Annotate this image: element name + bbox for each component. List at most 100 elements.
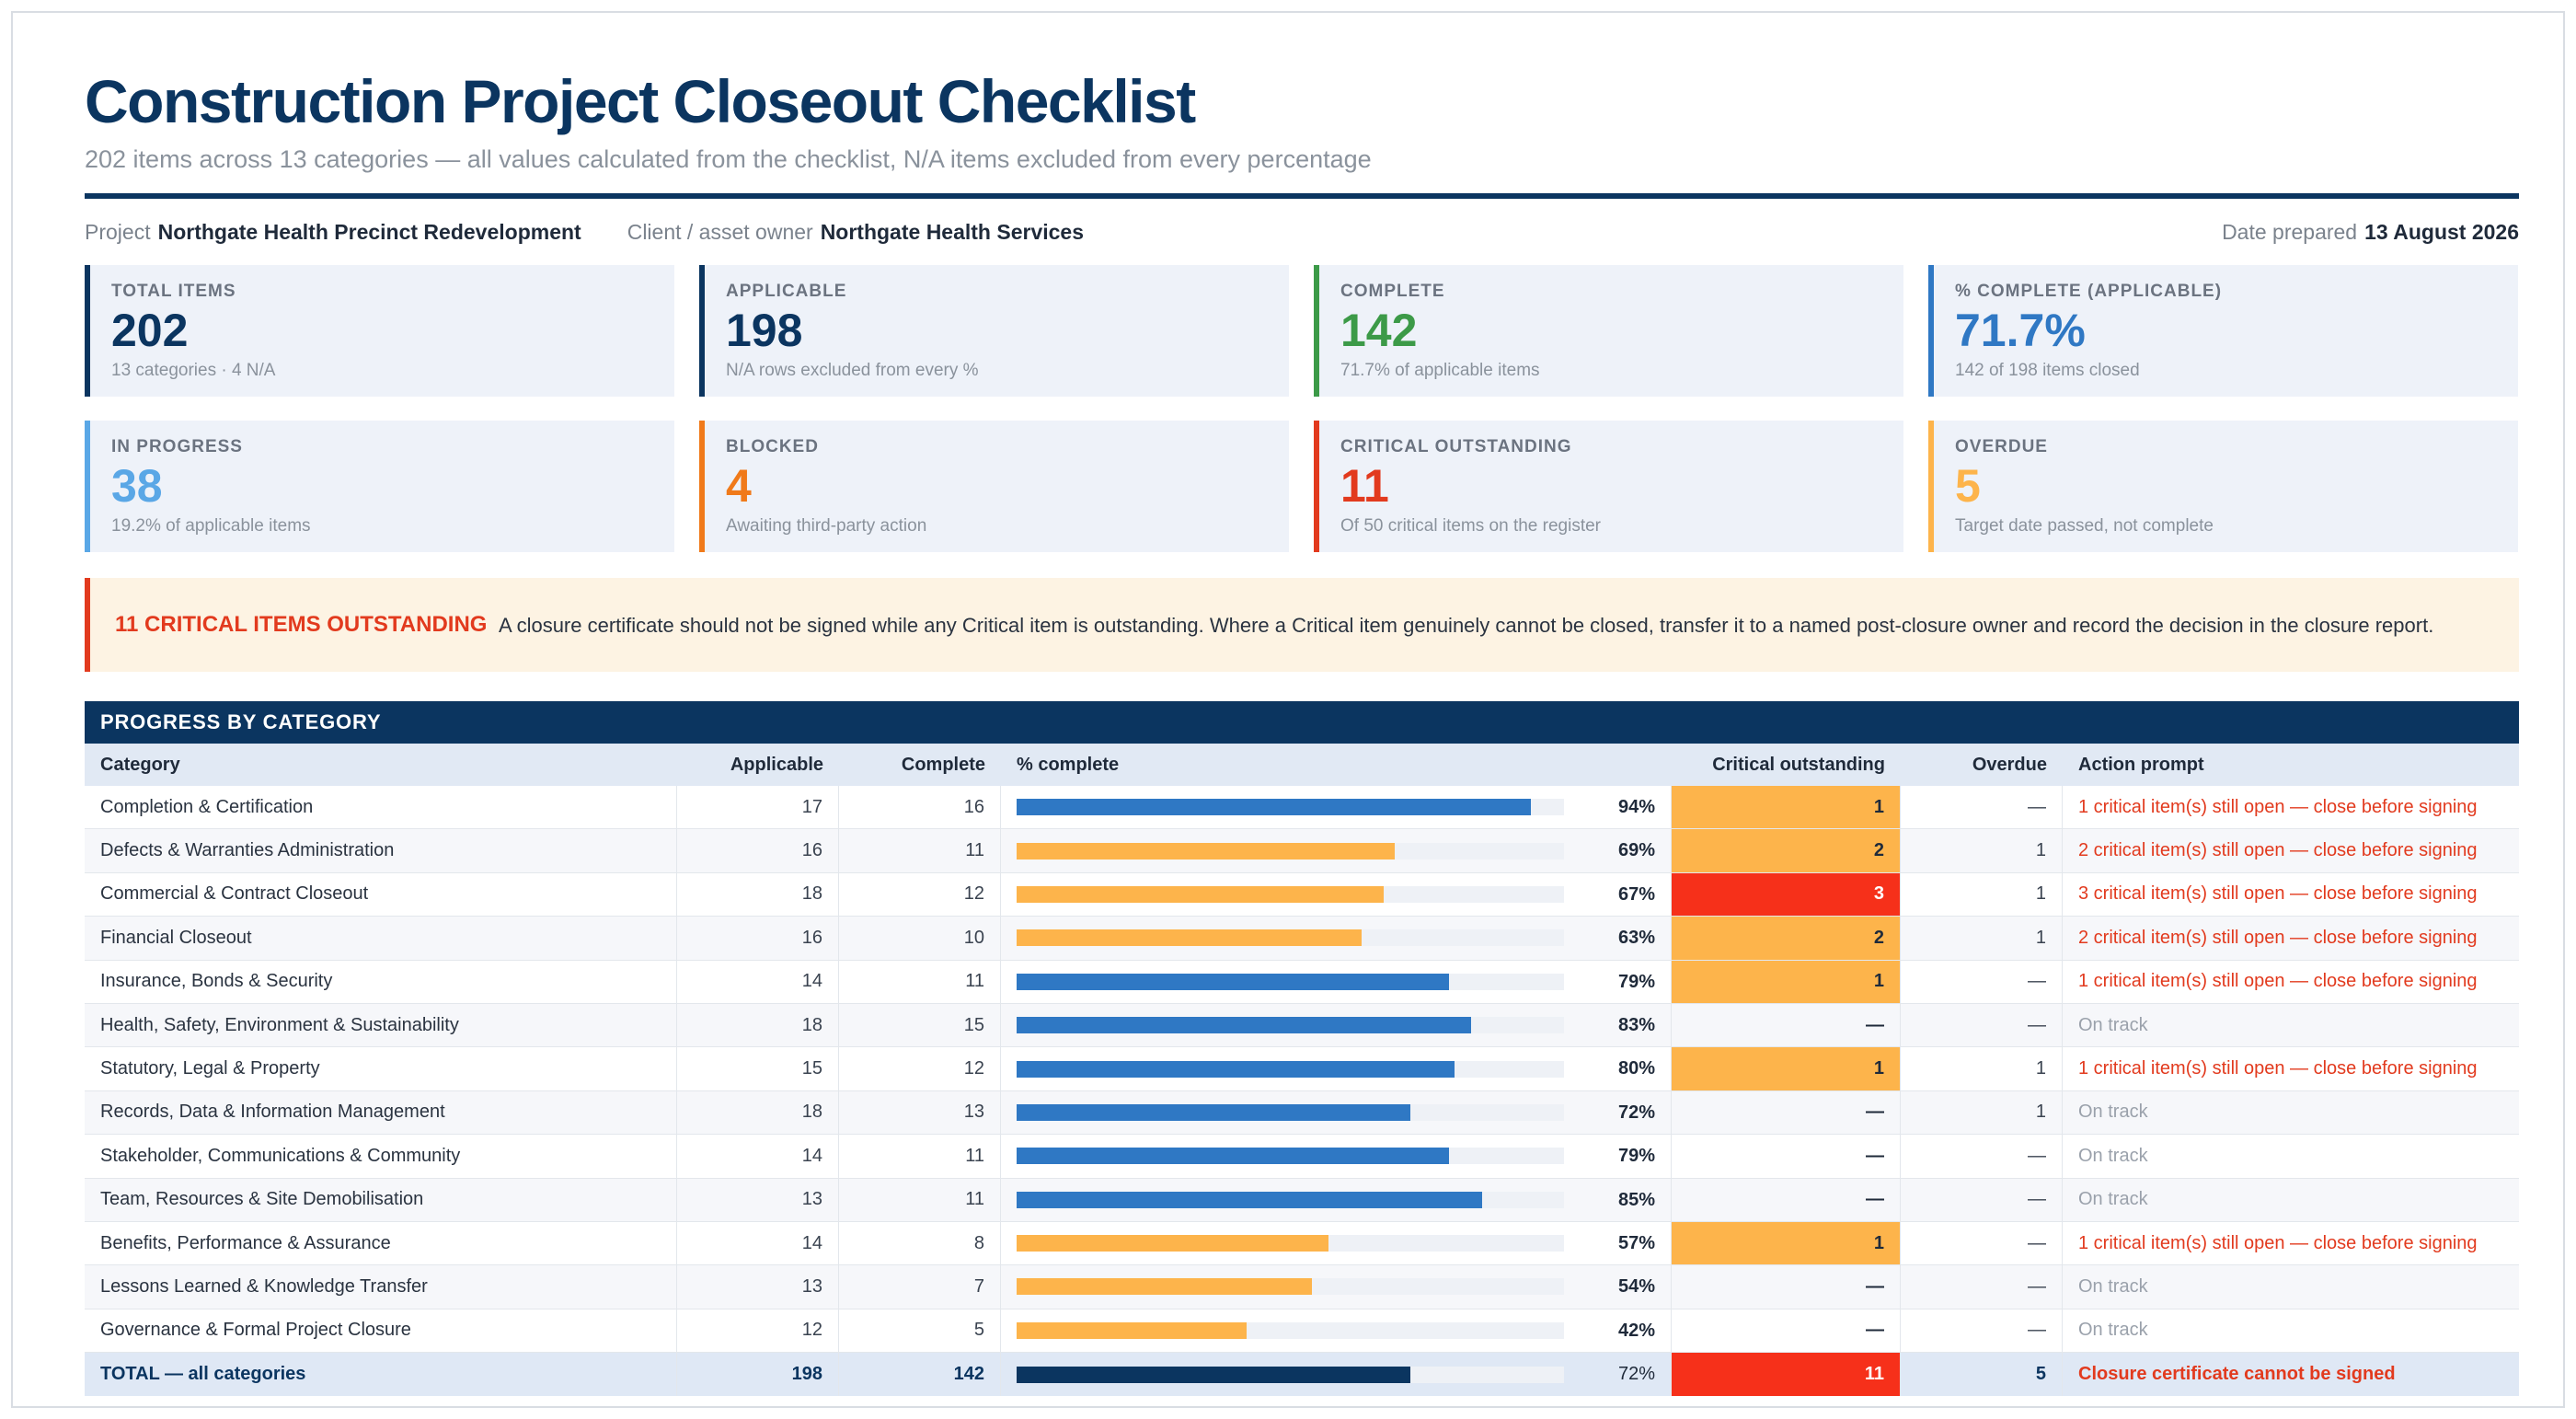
progress-bar-track [1017,1103,1564,1121]
cell-critical-outstanding: 3 [1672,872,1901,917]
percent-label: 69% [1617,840,1655,861]
cell-percent-complete: 63% [1001,917,1672,960]
cell-applicable: 13 [677,1178,839,1221]
cell-applicable: 14 [677,960,839,1003]
cell-percent-complete: 54% [1001,1265,1672,1309]
cell-critical-outstanding: — [1672,1178,1901,1221]
cell-category: Commercial & Contract Closeout [85,872,677,917]
col-overdue[interactable]: Overdue [1972,755,2047,775]
page-frame: Construction Project Closeout Checklist … [11,11,2565,1408]
kpi-card: CRITICAL OUTSTANDING 11 Of 50 critical ite… [1314,421,1903,552]
percent-label: 79% [1617,971,1655,992]
kpi-value: 38 [111,460,163,512]
cell-percent-complete: 80% [1001,1047,1672,1090]
cell-complete: 5 [839,1309,1001,1353]
cell-critical-outstanding: 1 [1672,1221,1901,1265]
cell-applicable: 16 [677,829,839,872]
date-label: Date prepared [2222,219,2358,244]
progress-bar-fill [1017,842,1395,859]
percent-label: 63% [1617,928,1655,949]
table-row[interactable]: Stakeholder, Communications & Community 1… [85,1135,2519,1179]
cell-percent-complete: 67% [1001,872,1672,917]
table-row[interactable]: Defects & Warranties Administration 16 11 6… [85,829,2519,873]
cell-complete: 12 [839,1047,1001,1090]
table-row[interactable]: Team, Resources & Site Demobilisation 13 1… [85,1178,2519,1222]
kpi-note: 142 of 198 items closed [1955,361,2140,380]
col-category[interactable]: Category [100,755,180,775]
table-row[interactable]: Benefits, Performance & Assurance 14 8 57% 1… [85,1221,2519,1266]
alert-heading: 11 CRITICAL ITEMS OUTSTANDING [115,612,488,637]
cell-complete: 16 [839,786,1001,829]
cell-critical-outstanding: 1 [1672,1047,1901,1090]
cell-complete: 8 [839,1221,1001,1265]
kpi-note: 13 categories · 4 N/A [111,361,276,380]
cell-percent-complete: 79% [1001,960,1672,1003]
category-progress-table: PROGRESS BY CATEGORY Category Applicable… [85,701,2519,1397]
cell-overdue: 5 [1901,1353,2063,1397]
table-row[interactable]: Governance & Formal Project Closure 12 5 42… [85,1309,2519,1354]
cell-applicable: 17 [677,786,839,829]
percent-label: 72% [1617,1364,1655,1385]
cell-action-prompt: 2 critical item(s) still open — close be… [2078,927,2478,948]
table-row[interactable]: Insurance, Bonds & Security 14 11 79% 1— 1 cr… [85,960,2519,1004]
progress-bar-track [1017,929,1564,947]
cell-complete: 11 [839,1178,1001,1221]
cell-action-prompt: Closure certificate cannot be signed [2078,1364,2396,1385]
cell-category: Records, Data & Information Management [85,1090,677,1135]
cell-category: Team, Resources & Site Demobilisation [85,1178,677,1221]
cell-applicable: 198 [677,1353,839,1397]
cell-action-prompt: 1 critical item(s) still open — close be… [2078,1232,2478,1253]
cell-category: Stakeholder, Communications & Community [85,1135,677,1178]
table-total-row[interactable]: TOTAL — all categories 198 142 72% 11 5 Closur… [85,1353,2519,1397]
col-applicable[interactable]: Applicable [730,755,823,775]
cell-complete: 11 [839,829,1001,872]
report-page: Construction Project Closeout Checklist … [85,64,2519,1397]
kpi-value: 202 [111,305,189,356]
progress-bar-fill [1017,885,1384,903]
kpi-label: IN PROGRESS [111,437,243,456]
progress-bar-fill [1017,1017,1471,1034]
col-critical-outstanding[interactable]: Critical outstanding [1712,755,1885,775]
table-row[interactable]: Financial Closeout 16 10 63% 2 1 2 critical it… [85,917,2519,961]
cell-applicable: 18 [677,1090,839,1135]
table-row[interactable]: Lessons Learned & Knowledge Transfer 13 7 5… [85,1265,2519,1309]
cell-overdue: 1 [1901,829,2063,872]
kpi-card: BLOCKED 4 Awaiting third-party action [699,421,1289,552]
cell-complete: 13 [839,1090,1001,1135]
cell-percent-complete: 69% [1001,829,1672,872]
cell-percent-complete: 94% [1001,786,1672,829]
table-row[interactable]: Records, Data & Information Management 18… [85,1090,2519,1136]
progress-bar-track [1017,1191,1564,1208]
progress-bar-fill [1017,1148,1450,1165]
progress-bar-fill [1017,1191,1482,1208]
cell-category: Defects & Warranties Administration [85,829,677,872]
kpi-note: 19.2% of applicable items [111,516,311,536]
cell-action-prompt: On track [2078,1275,2148,1297]
col-action-prompt[interactable]: Action prompt [2078,755,2204,775]
cell-applicable: 14 [677,1221,839,1265]
cell-action-prompt: On track [2078,1320,2148,1341]
date-value: 13 August 2026 [2364,219,2519,244]
table-row[interactable]: Commercial & Contract Closeout 18 12 67% 3 1 3… [85,872,2519,917]
project-label: Project [85,219,151,244]
cell-percent-complete: 79% [1001,1135,1672,1178]
page-subtitle: 202 items across 13 categories — all val… [85,145,1372,173]
table-row[interactable]: Completion & Certification 17 16 94% 1— 1 cri… [85,786,2519,830]
kpi-value: 198 [726,305,803,356]
kpi-note: Awaiting third-party action [726,516,927,536]
progress-bar-track [1017,1321,1564,1339]
cell-applicable: 16 [677,917,839,960]
col-percent-complete[interactable]: % complete [1017,755,1120,775]
kpi-card: % COMPLETE (APPLICABLE) 71.7% 142 of 198 i… [1928,265,2518,397]
progress-bar-track [1017,1235,1564,1252]
col-complete[interactable]: Complete [901,755,985,775]
kpi-label: BLOCKED [726,437,819,456]
cell-overdue: — [1901,1003,2063,1047]
progress-bar-fill [1017,799,1532,816]
kpi-label: OVERDUE [1955,437,2048,456]
kpi-value: 71.7% [1955,305,2086,356]
cell-critical-outstanding: 1 [1672,960,1901,1003]
table-row[interactable]: Health, Safety, Environment & Sustainabi… [85,1003,2519,1048]
cell-action-prompt: 1 critical item(s) still open — close be… [2078,971,2478,992]
table-row[interactable]: Statutory, Legal & Property 15 12 80% 1 1 1 cr… [85,1047,2519,1091]
